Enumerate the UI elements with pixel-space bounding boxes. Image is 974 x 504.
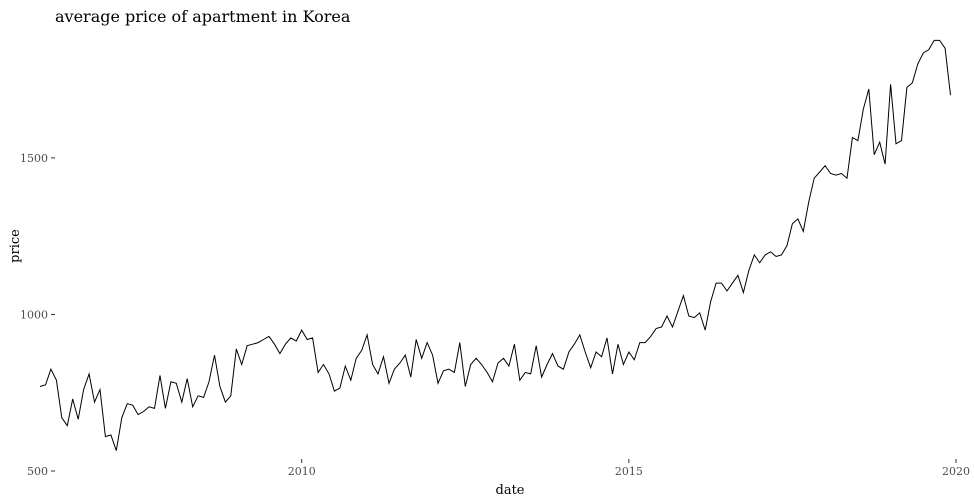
plot-area bbox=[39, 39, 951, 451]
y-tick-label: 1000 bbox=[20, 308, 48, 321]
x-tick-label: 2010 bbox=[288, 465, 316, 478]
y-axis-title: price bbox=[8, 229, 23, 263]
x-tick-label: 2015 bbox=[615, 465, 643, 478]
y-tick-label: 500 bbox=[27, 465, 48, 478]
chart-title: average price of apartment in Korea bbox=[55, 7, 351, 26]
x-axis-title: date bbox=[496, 483, 525, 498]
x-tick-label: 2020 bbox=[942, 465, 970, 478]
y-tick-label: 1500 bbox=[20, 152, 48, 165]
price-series-line bbox=[39, 39, 951, 451]
y-axis: 500 1000 1500 bbox=[20, 152, 55, 478]
x-axis: 2010 2015 2020 bbox=[288, 459, 970, 478]
